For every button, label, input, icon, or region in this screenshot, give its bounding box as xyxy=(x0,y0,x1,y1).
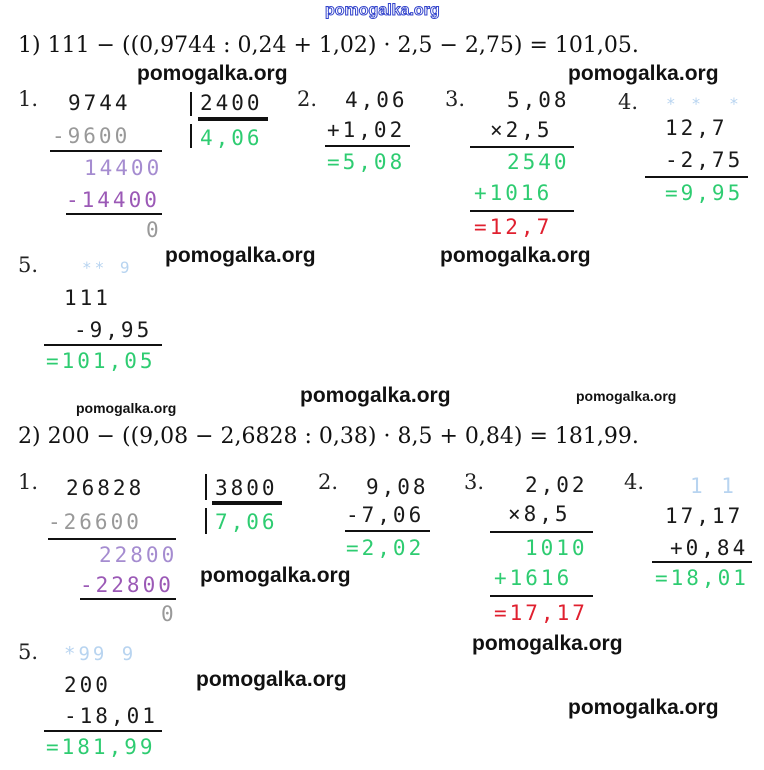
watermark: pomogalka.org xyxy=(440,244,591,267)
header-watermark: pomogalka.org xyxy=(325,2,441,20)
operand: 17,17 xyxy=(665,504,744,528)
operand: 12,7 xyxy=(665,116,728,140)
subtrahend: -9600 xyxy=(52,124,131,148)
watermark: pomogalka.org xyxy=(200,564,351,587)
step-label: 5. xyxy=(18,640,39,664)
step-label: 2. xyxy=(318,470,339,494)
divisor-underline xyxy=(212,501,282,505)
rule xyxy=(325,145,410,147)
divisor-underline xyxy=(198,117,268,121)
watermark: pomogalka.org xyxy=(568,696,719,719)
divisor: 2400 xyxy=(200,91,263,115)
carry-marks: *99 9 xyxy=(64,643,137,665)
watermark: pomogalka.org xyxy=(76,400,177,416)
watermark: pomogalka.org xyxy=(196,668,347,691)
partial-product: +1016 xyxy=(474,181,553,205)
remainder: 22800 xyxy=(99,543,178,567)
operand: 111 xyxy=(64,286,111,310)
carry-marks: 1 1 xyxy=(690,474,737,498)
equation-1: 1) 111 − ((0,9744 : 0,24 + 1,02) · 2,5 −… xyxy=(18,33,639,58)
watermark: pomogalka.org xyxy=(568,62,719,85)
result: =18,01 xyxy=(655,566,749,590)
rule xyxy=(345,530,430,532)
step-label: 2. xyxy=(297,87,318,111)
result: =2,02 xyxy=(346,536,425,560)
operand: +0,84 xyxy=(670,536,749,560)
operand: ×2,5 xyxy=(490,118,553,142)
rule xyxy=(490,595,593,597)
rule xyxy=(50,150,162,152)
division-bar xyxy=(205,474,207,500)
step-label: 3. xyxy=(445,87,466,111)
operand: 9,08 xyxy=(366,475,429,499)
operand: ×8,5 xyxy=(508,502,571,526)
rule xyxy=(470,210,574,212)
operand: -2,75 xyxy=(665,148,744,172)
result: =101,05 xyxy=(46,349,156,373)
rule xyxy=(66,213,162,215)
rule xyxy=(645,176,748,178)
remainder: 14400 xyxy=(84,156,163,180)
quotient: 4,06 xyxy=(200,126,263,150)
rule xyxy=(470,146,574,148)
division-bar xyxy=(205,508,207,534)
operand: -18,01 xyxy=(64,704,158,728)
rule xyxy=(80,598,176,600)
watermark: pomogalka.org xyxy=(300,384,451,407)
equation-2: 2) 200 − ((9,08 − 2,6828 : 0,38) · 8,5 +… xyxy=(18,424,639,449)
operand: -7,06 xyxy=(346,503,425,527)
step-label: 4. xyxy=(618,90,639,114)
watermark: pomogalka.org xyxy=(576,388,677,404)
carry-marks: * * * xyxy=(666,94,742,113)
step-label: 5. xyxy=(18,253,39,277)
watermark: pomogalka.org xyxy=(165,244,316,267)
watermark: pomogalka.org xyxy=(472,632,623,655)
subtrahend: -22800 xyxy=(80,573,174,597)
rule xyxy=(48,538,176,540)
result: =17,17 xyxy=(494,601,588,625)
result: =12,7 xyxy=(474,215,553,239)
watermark: pomogalka.org xyxy=(137,62,288,85)
divisor: 3800 xyxy=(215,476,278,500)
dividend: 9744 xyxy=(68,91,131,115)
operand: +1,02 xyxy=(327,118,406,142)
dividend: 26828 xyxy=(66,476,145,500)
rule xyxy=(490,531,593,533)
operand: 5,08 xyxy=(507,88,570,112)
carry-marks: ** 9 xyxy=(82,258,133,277)
partial-product: +1616 xyxy=(494,566,573,590)
rule xyxy=(652,561,752,563)
remainder: 0 xyxy=(146,218,162,242)
step-label: 1. xyxy=(18,87,39,111)
division-bar xyxy=(190,92,192,116)
remainder: 0 xyxy=(161,602,177,626)
result: =181,99 xyxy=(46,735,156,759)
partial-product: 2540 xyxy=(507,150,570,174)
division-bar xyxy=(190,124,192,148)
subtrahend: -14400 xyxy=(66,188,160,212)
step-label: 3. xyxy=(464,470,485,494)
step-label: 4. xyxy=(624,470,645,494)
operand: -9,95 xyxy=(74,318,153,342)
rule xyxy=(44,344,162,346)
step-label: 1. xyxy=(18,470,39,494)
subtrahend: -26600 xyxy=(48,510,142,534)
quotient: 7,06 xyxy=(215,510,278,534)
operand: 200 xyxy=(64,673,111,697)
result: =5,08 xyxy=(327,150,406,174)
rule xyxy=(44,730,162,732)
partial-product: 1010 xyxy=(525,536,588,560)
result: =9,95 xyxy=(665,181,744,205)
operand: 4,06 xyxy=(345,88,408,112)
operand: 2,02 xyxy=(525,473,588,497)
